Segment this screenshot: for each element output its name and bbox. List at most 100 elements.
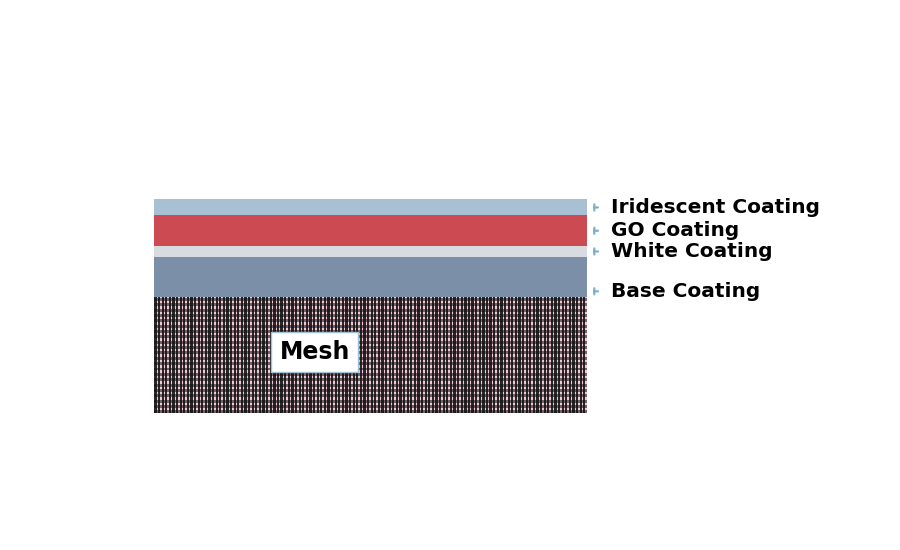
Bar — [173, 295, 175, 413]
Bar — [155, 246, 587, 256]
Bar — [432, 295, 434, 413]
Bar — [155, 336, 587, 338]
Bar — [328, 295, 329, 413]
Bar — [346, 295, 347, 413]
Bar — [274, 295, 275, 413]
Bar — [529, 295, 531, 413]
Bar — [241, 295, 243, 413]
Bar — [155, 295, 157, 413]
Bar — [389, 295, 391, 413]
Bar — [155, 378, 587, 381]
Bar — [450, 295, 452, 413]
Bar — [508, 295, 509, 413]
Bar — [320, 295, 322, 413]
Bar — [212, 295, 214, 413]
Bar — [155, 362, 587, 365]
Bar — [565, 295, 567, 413]
Bar — [155, 324, 587, 328]
Bar — [205, 295, 207, 413]
Bar — [155, 314, 587, 317]
Text: Base Coating: Base Coating — [611, 282, 760, 301]
Bar — [562, 295, 563, 413]
Bar — [155, 309, 587, 312]
Bar — [576, 295, 578, 413]
Bar — [198, 295, 200, 413]
Bar — [425, 295, 427, 413]
Bar — [155, 303, 587, 306]
Bar — [270, 295, 272, 413]
Bar — [338, 295, 340, 413]
Bar — [292, 295, 293, 413]
Bar — [475, 295, 477, 413]
Bar — [454, 295, 455, 413]
Bar — [522, 295, 524, 413]
Bar — [472, 295, 473, 413]
Bar — [155, 200, 587, 216]
Bar — [245, 295, 247, 413]
Bar — [223, 295, 225, 413]
Bar — [410, 295, 412, 413]
Bar — [295, 295, 297, 413]
Bar — [540, 295, 542, 413]
Text: Iridescent Coating: Iridescent Coating — [611, 198, 820, 217]
Bar — [248, 295, 250, 413]
Bar — [446, 295, 448, 413]
Bar — [349, 295, 351, 413]
Bar — [324, 295, 326, 413]
Bar — [155, 357, 587, 360]
Bar — [385, 295, 387, 413]
Bar — [155, 330, 587, 333]
Bar — [583, 295, 585, 413]
Bar — [551, 295, 553, 413]
Text: GO Coating: GO Coating — [611, 221, 740, 240]
Bar — [418, 295, 419, 413]
Bar — [227, 295, 229, 413]
Bar — [310, 295, 311, 413]
Bar — [209, 295, 211, 413]
Bar — [414, 295, 416, 413]
Bar — [353, 295, 355, 413]
Bar — [313, 295, 315, 413]
Bar — [403, 295, 405, 413]
Bar — [284, 295, 286, 413]
Bar — [464, 295, 466, 413]
Bar — [544, 295, 545, 413]
Bar — [155, 320, 587, 322]
Bar — [306, 295, 308, 413]
Bar — [331, 295, 333, 413]
Bar — [155, 410, 587, 413]
Bar — [216, 295, 218, 413]
Bar — [515, 295, 517, 413]
Bar — [526, 295, 527, 413]
Bar — [482, 295, 484, 413]
Bar — [266, 295, 268, 413]
Bar — [493, 295, 495, 413]
Bar — [155, 389, 587, 392]
Bar — [428, 295, 430, 413]
Bar — [281, 295, 283, 413]
Bar — [342, 295, 344, 413]
Bar — [176, 295, 178, 413]
Bar — [277, 295, 279, 413]
Bar — [500, 295, 502, 413]
Bar — [479, 295, 481, 413]
Bar — [580, 295, 581, 413]
Bar — [558, 295, 560, 413]
Bar — [518, 295, 520, 413]
Bar — [317, 295, 319, 413]
Bar — [155, 373, 587, 376]
Bar — [396, 295, 398, 413]
Bar — [220, 295, 221, 413]
Bar — [155, 405, 587, 408]
Bar — [155, 383, 587, 387]
Bar — [360, 295, 362, 413]
Bar — [439, 295, 441, 413]
Bar — [230, 295, 232, 413]
Bar — [436, 295, 437, 413]
Bar — [155, 295, 587, 413]
Bar — [572, 295, 574, 413]
Bar — [511, 295, 513, 413]
Bar — [569, 295, 571, 413]
Bar — [461, 295, 463, 413]
Bar — [490, 295, 491, 413]
